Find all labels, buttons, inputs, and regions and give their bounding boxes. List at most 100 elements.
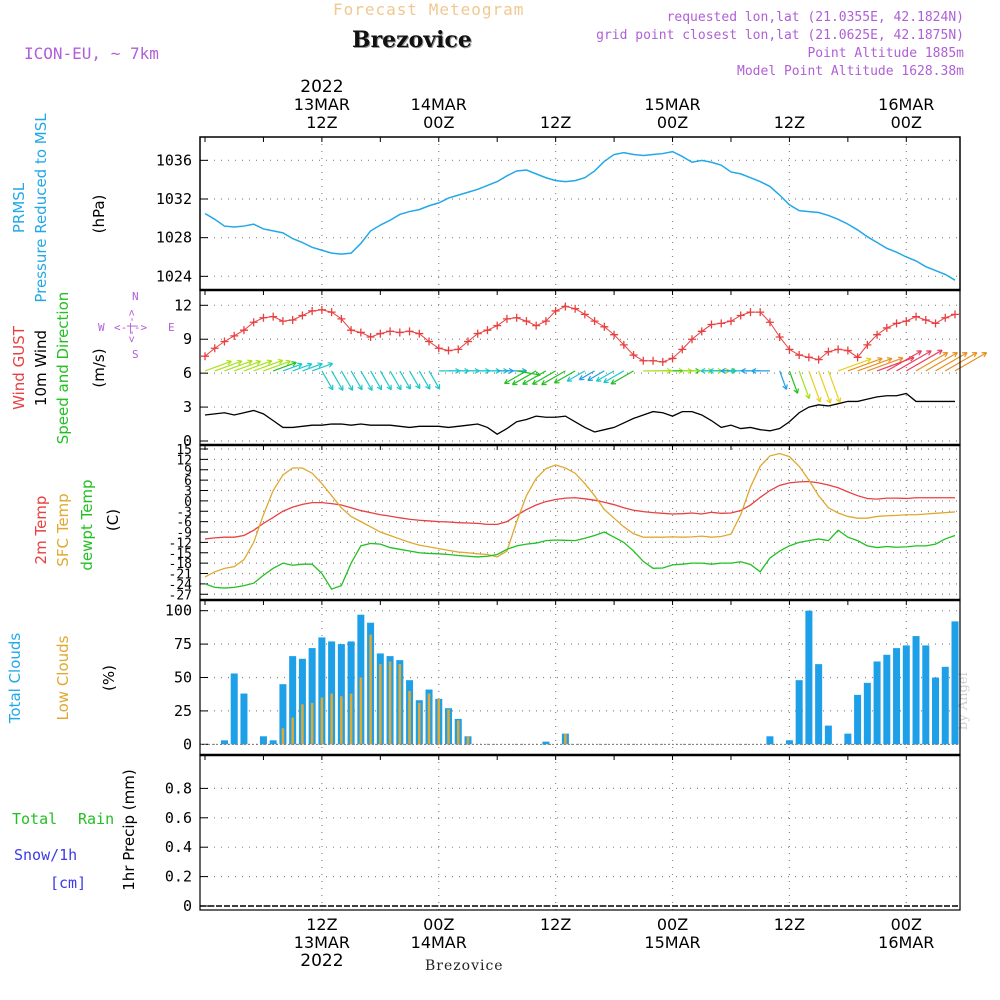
bottom-hour-label: 12Z	[540, 915, 571, 934]
total-cloud-bar	[289, 656, 297, 745]
y-tick-label: 100	[165, 602, 192, 620]
wind-arrow	[243, 360, 272, 372]
wind-arrow-head	[255, 359, 262, 366]
gust-marker	[853, 353, 862, 362]
gust-marker	[201, 352, 209, 361]
total-cloud-bar	[337, 644, 345, 745]
label-2m-temp: 2m Temp	[32, 496, 50, 565]
wind-arrow	[886, 350, 922, 372]
wind-arrow-head	[396, 384, 402, 391]
wind-arrow-head	[266, 359, 273, 365]
total-cloud-bar	[854, 694, 862, 745]
wind-arrow-head	[236, 359, 243, 366]
compass-vertical: <-|->	[125, 309, 138, 342]
wind-arrow	[418, 370, 431, 390]
low-cloud-bar	[388, 661, 392, 745]
wind-arrow	[827, 370, 841, 403]
wind-arrow-head	[826, 398, 832, 404]
gust-marker	[639, 356, 648, 365]
gust-marker	[688, 335, 697, 344]
low-cloud-bar	[398, 664, 402, 745]
y-tick-label: 3	[183, 398, 192, 416]
gust-marker	[405, 327, 414, 336]
gust-marker	[288, 316, 297, 325]
low-cloud-bar	[301, 704, 304, 745]
label-speed-direction: Speed and Direction	[54, 292, 72, 445]
model-name: ICON-EU, ~ 7km	[24, 44, 159, 63]
wind-arrow-head	[541, 380, 547, 386]
wind-arrow	[603, 370, 625, 384]
wind-arrow	[837, 358, 872, 372]
gust-marker	[736, 311, 745, 320]
top-hour-label: 12Z	[774, 113, 805, 132]
bottom-date-label: 16MAR	[878, 933, 934, 952]
gust-marker	[376, 329, 385, 338]
gust-marker	[707, 320, 716, 329]
wind-arrow-head	[425, 384, 431, 390]
gust-marker	[366, 332, 375, 341]
low-cloud-bar	[359, 677, 363, 745]
wind-arrow	[263, 360, 291, 372]
compass-n: N	[132, 290, 139, 303]
gust-marker	[580, 310, 589, 319]
gust-marker	[483, 326, 492, 335]
wind-arrow	[331, 370, 344, 391]
wind-arrow-head	[740, 367, 746, 374]
wind-arrow-head	[962, 352, 968, 358]
low-cloud-bar	[340, 696, 343, 745]
total-cloud-bar	[893, 648, 901, 745]
pressure-line	[204, 150, 956, 281]
gust-marker	[502, 314, 511, 323]
y-tick-label: 6	[184, 474, 192, 489]
wind-arrow-head	[866, 357, 872, 364]
gust-marker	[210, 344, 219, 353]
wind-arrow	[596, 370, 615, 382]
gust-marker	[532, 321, 541, 330]
model-altitude: Model Point Altitude 1628.38m	[737, 64, 964, 79]
label-hpa: (hPa)	[90, 195, 108, 234]
wind-arrow-head	[720, 367, 726, 374]
gust-marker	[863, 340, 872, 349]
wind-arrow-head	[587, 375, 593, 381]
label-rain: Rain	[78, 810, 114, 828]
grid-coords: grid point closest lon,lat (21.0625E, 42…	[596, 28, 964, 43]
wind-arrow-head	[367, 385, 373, 391]
wind-arrow-head	[566, 376, 573, 382]
bottom-hour-label: 12Z	[774, 915, 805, 934]
gust-marker	[434, 344, 443, 353]
wind-arrow	[370, 370, 383, 391]
wind-arrow-head	[942, 352, 949, 358]
wind-arrow-head	[916, 350, 922, 356]
wind-arrow	[905, 349, 943, 372]
gust-marker	[590, 317, 599, 326]
wind-arrow	[587, 370, 605, 381]
total-cloud-bar	[308, 648, 316, 745]
y-tick-label: 1024	[156, 267, 192, 285]
gust-marker	[795, 351, 804, 360]
low-cloud-bar	[320, 697, 324, 745]
y-tick-label: 0.6	[165, 809, 192, 827]
wind-arrow-head	[926, 350, 932, 356]
wind-arrow-head	[511, 380, 518, 386]
gust-marker	[678, 345, 687, 354]
y-tick-label: -24	[169, 578, 193, 593]
gust-marker	[454, 345, 463, 354]
top-hour-label: 12Z	[306, 113, 337, 132]
gust-marker	[765, 318, 774, 327]
wind-arrow	[350, 370, 363, 391]
total-cloud-bar	[815, 664, 823, 745]
wind-arrow	[214, 360, 243, 372]
gust-marker	[249, 318, 258, 327]
label-10m-wind: 10m Wind	[32, 330, 50, 406]
label-cm: [cm]	[50, 874, 86, 892]
compass-s: S	[132, 348, 139, 361]
low-cloud-bar	[408, 690, 411, 745]
gust-marker	[512, 313, 521, 322]
wind-arrow-head	[277, 358, 284, 365]
wind-arrow	[302, 363, 323, 372]
y-tick-label: 0.4	[165, 838, 192, 856]
y-tick-label: 75	[174, 635, 192, 653]
gust-marker	[522, 317, 531, 326]
y-tick-label: 12	[176, 453, 192, 468]
